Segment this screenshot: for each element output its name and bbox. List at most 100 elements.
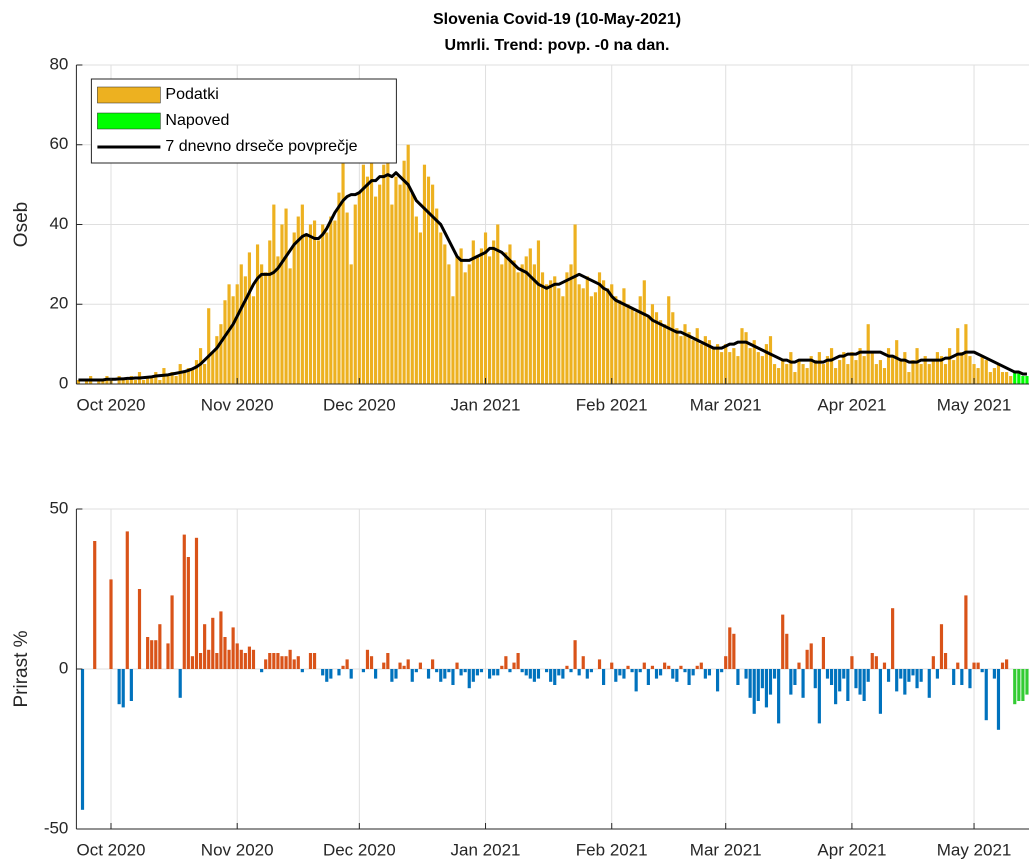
bar [736, 669, 740, 685]
bar [178, 669, 182, 698]
bar [565, 272, 569, 384]
bar [268, 653, 272, 669]
bar [903, 352, 907, 384]
bar [488, 669, 492, 679]
bar [247, 646, 252, 669]
legend-swatch [97, 86, 161, 104]
x-tick-label: Apr 2021 [817, 840, 886, 859]
bar [996, 364, 1001, 384]
chart-title: Slovenia Covid-19 (10-May-2021) [433, 11, 681, 28]
bar [317, 240, 321, 384]
bar [312, 653, 317, 669]
bar [198, 348, 203, 384]
bar [365, 649, 370, 669]
bar [805, 649, 809, 669]
bar [720, 352, 724, 384]
bar [121, 380, 125, 384]
bar [691, 669, 695, 676]
bar [353, 204, 357, 384]
bar [101, 380, 105, 384]
bar [337, 669, 341, 676]
bar [190, 368, 195, 384]
bar [593, 292, 598, 384]
bar [752, 340, 756, 384]
bar [728, 352, 732, 384]
bar [772, 364, 777, 384]
bar [638, 296, 642, 384]
bar [231, 627, 235, 669]
bar [878, 360, 882, 384]
bar [931, 360, 935, 384]
bar [186, 368, 190, 384]
bar [577, 669, 581, 676]
bar [760, 669, 764, 689]
bar [97, 380, 101, 384]
bar [1017, 669, 1021, 701]
bar [288, 649, 292, 669]
bar [394, 669, 398, 679]
bar [361, 669, 365, 673]
bar [455, 256, 459, 384]
y-axis-label: Oseb [11, 202, 32, 247]
bar [715, 344, 720, 384]
bar [768, 669, 773, 695]
bar [292, 232, 296, 384]
bar [304, 236, 308, 384]
bar [158, 380, 162, 384]
bar [915, 348, 919, 384]
bar [968, 356, 972, 384]
bar [886, 669, 891, 682]
bar [516, 272, 520, 384]
bar [341, 665, 345, 669]
bar [439, 669, 443, 682]
y-tick-label: 80 [49, 54, 68, 73]
bar [821, 364, 826, 384]
bar [943, 364, 948, 384]
bar [341, 144, 345, 384]
bar [622, 669, 626, 679]
bar [1013, 372, 1017, 384]
bar [540, 272, 545, 384]
bar [642, 662, 646, 669]
bar [300, 669, 304, 673]
bar [141, 380, 146, 384]
bar [992, 669, 996, 679]
bar [203, 624, 207, 669]
bar [825, 669, 830, 679]
bar [264, 272, 268, 384]
bar [695, 328, 699, 384]
bar [838, 360, 842, 384]
bar [553, 276, 557, 384]
bar [325, 232, 329, 384]
bar [565, 665, 569, 669]
y-tick-label: 50 [49, 498, 68, 517]
bar [764, 344, 769, 384]
bar [215, 336, 219, 384]
bar [793, 372, 797, 384]
bar [789, 669, 793, 695]
bar [597, 659, 602, 669]
bar [813, 360, 817, 384]
bar [976, 662, 980, 669]
bar [585, 276, 589, 384]
bar [447, 264, 451, 384]
bar [231, 296, 235, 384]
bar [247, 252, 252, 384]
bar [382, 164, 386, 384]
bar [825, 356, 830, 384]
bar [532, 264, 536, 384]
bar [1009, 376, 1013, 384]
bar [903, 669, 907, 695]
x-tick-label: Nov 2020 [201, 840, 274, 859]
bar [1005, 659, 1009, 669]
bar [601, 280, 606, 384]
bar [337, 192, 341, 384]
bar [174, 376, 178, 384]
bar [573, 640, 577, 669]
bar [577, 284, 581, 384]
bar [874, 656, 878, 669]
bar [581, 656, 585, 669]
bar [479, 669, 484, 673]
bar [654, 669, 659, 679]
bar [280, 656, 284, 669]
